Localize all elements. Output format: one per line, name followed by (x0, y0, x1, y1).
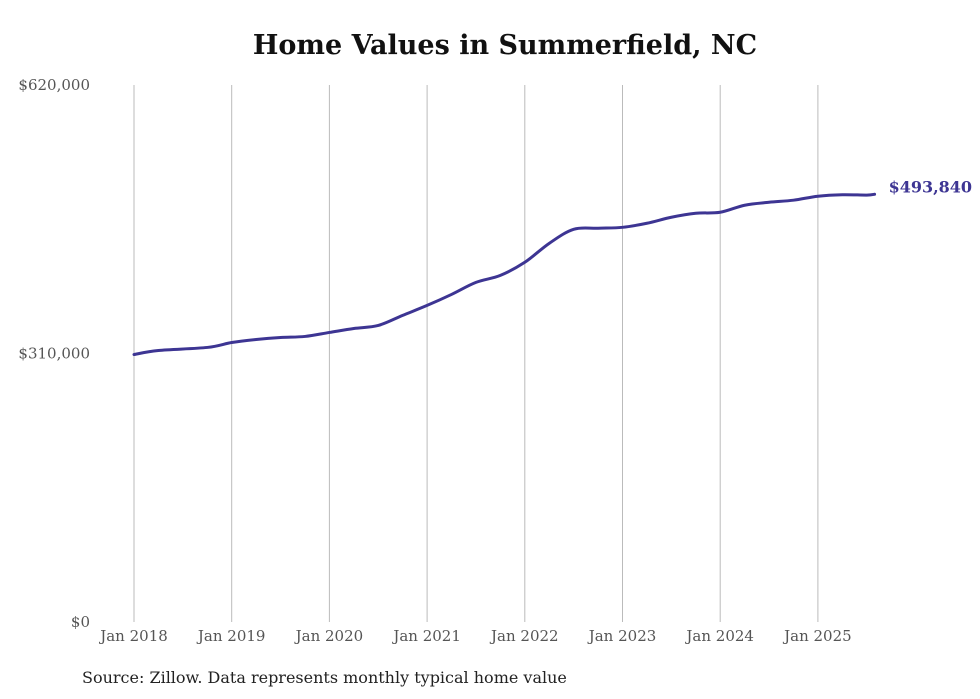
x-tick-label: Jan 2025 (782, 627, 852, 645)
x-tick-label: Jan 2022 (489, 627, 559, 645)
y-tick-label: $0 (71, 613, 90, 631)
chart-title: Home Values in Summerfield, NC (252, 30, 758, 61)
end-value-label: $493,840 (889, 177, 973, 196)
x-tick-label: Jan 2020 (294, 627, 364, 645)
series-line (132, 192, 877, 357)
y-tick-label: $620,000 (18, 76, 90, 94)
x-tick-label: Jan 2021 (391, 627, 461, 645)
x-tick-label: Jan 2018 (98, 627, 168, 645)
x-tick-label: Jan 2024 (684, 627, 754, 645)
source-note: Source: Zillow. Data represents monthly … (82, 668, 567, 687)
x-tick-label: Jan 2019 (196, 627, 266, 645)
y-tick-label: $310,000 (18, 345, 90, 363)
x-tick-label: Jan 2023 (587, 627, 657, 645)
